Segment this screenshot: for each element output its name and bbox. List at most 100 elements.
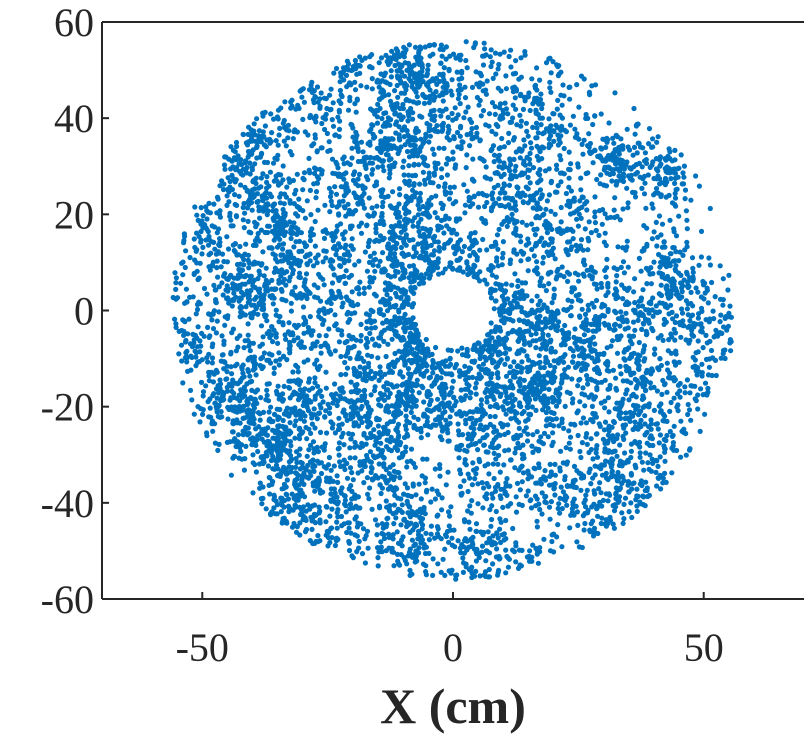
scatter-point bbox=[657, 292, 664, 298]
scatter-point bbox=[296, 452, 302, 458]
scatter-point bbox=[375, 446, 381, 452]
scatter-point bbox=[607, 517, 614, 523]
scatter-point bbox=[333, 132, 339, 138]
scatter-point bbox=[300, 187, 306, 193]
scatter-point bbox=[433, 422, 439, 428]
scatter-point bbox=[602, 211, 608, 217]
scatter-point bbox=[322, 126, 328, 133]
scatter-point bbox=[299, 248, 305, 254]
scatter-point bbox=[242, 338, 248, 344]
scatter-point bbox=[196, 275, 202, 281]
scatter-point bbox=[517, 155, 523, 161]
scatter-point bbox=[243, 443, 249, 449]
scatter-point bbox=[336, 339, 342, 345]
scatter-point bbox=[463, 57, 469, 64]
scatter-point bbox=[536, 501, 542, 507]
scatter-point bbox=[207, 210, 213, 216]
scatter-point bbox=[588, 230, 595, 236]
scatter-point bbox=[628, 472, 635, 478]
scatter-point bbox=[321, 447, 327, 453]
scatter-point bbox=[350, 408, 356, 415]
scatter-point bbox=[390, 532, 396, 538]
scatter-point bbox=[629, 514, 635, 521]
scatter-point bbox=[450, 378, 456, 384]
scatter-point bbox=[350, 177, 357, 183]
scatter-point bbox=[281, 201, 287, 207]
scatter-point bbox=[322, 414, 328, 420]
scatter-point bbox=[455, 112, 461, 118]
scatter-point bbox=[290, 369, 296, 375]
scatter-point bbox=[235, 344, 241, 350]
scatter-point bbox=[260, 334, 266, 340]
scatter-point bbox=[545, 332, 551, 338]
scatter-point bbox=[486, 111, 493, 117]
scatter-point bbox=[726, 272, 732, 278]
scatter-point bbox=[578, 487, 584, 493]
scatter-point bbox=[461, 182, 467, 188]
scatter-point bbox=[648, 468, 655, 474]
scatter-point bbox=[375, 475, 381, 481]
scatter-point bbox=[617, 157, 623, 163]
scatter-point bbox=[211, 239, 217, 245]
scatter-point bbox=[275, 142, 281, 148]
scatter-point bbox=[631, 164, 637, 170]
scatter-point bbox=[374, 203, 380, 209]
scatter-point bbox=[374, 545, 381, 551]
scatter-point bbox=[624, 287, 631, 293]
scatter-point bbox=[627, 176, 633, 182]
scatter-point bbox=[639, 396, 646, 402]
scatter-point bbox=[291, 255, 297, 261]
scatter-point bbox=[307, 187, 313, 193]
scatter-point bbox=[404, 464, 410, 470]
scatter-point bbox=[407, 330, 414, 336]
scatter-point bbox=[457, 133, 463, 139]
scatter-point bbox=[625, 205, 631, 211]
scatter-point bbox=[222, 271, 228, 277]
scatter-point bbox=[464, 448, 470, 454]
scatter-point bbox=[675, 382, 682, 388]
scatter-point bbox=[238, 387, 244, 393]
scatter-point bbox=[583, 420, 590, 426]
scatter-point bbox=[412, 44, 419, 50]
scatter-point bbox=[545, 396, 552, 402]
scatter-point bbox=[423, 530, 429, 536]
scatter-point bbox=[326, 185, 332, 191]
scatter-point bbox=[368, 368, 374, 374]
scatter-point bbox=[590, 419, 596, 425]
scatter-point bbox=[397, 369, 403, 375]
scatter-point bbox=[342, 497, 348, 503]
scatter-point bbox=[720, 347, 727, 354]
scatter-point bbox=[280, 397, 286, 403]
scatter-point bbox=[517, 112, 523, 118]
scatter-point bbox=[307, 314, 313, 320]
scatter-point bbox=[441, 145, 447, 151]
scatter-point bbox=[312, 380, 318, 386]
scatter-point bbox=[375, 263, 381, 269]
scatter-point bbox=[345, 201, 351, 207]
scatter-point bbox=[377, 233, 384, 239]
scatter-point bbox=[392, 314, 398, 320]
scatter-point bbox=[649, 201, 655, 207]
scatter-point bbox=[352, 262, 358, 268]
scatter-point bbox=[401, 73, 408, 79]
scatter-point bbox=[425, 62, 431, 68]
scatter-point bbox=[528, 140, 534, 146]
scatter-point bbox=[254, 144, 260, 150]
scatter-point bbox=[513, 163, 519, 169]
scatter-point bbox=[213, 287, 219, 293]
scatter-point bbox=[314, 260, 320, 266]
scatter-point bbox=[640, 374, 646, 380]
scatter-point bbox=[172, 316, 178, 322]
scatter-point bbox=[343, 371, 349, 377]
scatter-point bbox=[546, 504, 553, 510]
scatter-point bbox=[462, 202, 468, 208]
scatter-point bbox=[386, 175, 392, 181]
scatter-point bbox=[499, 532, 505, 538]
scatter-point bbox=[377, 258, 383, 264]
scatter-point bbox=[292, 435, 298, 441]
scatter-point bbox=[422, 511, 428, 517]
scatter-point bbox=[574, 468, 580, 474]
scatter-point bbox=[377, 96, 383, 102]
scatter-point bbox=[515, 185, 521, 191]
scatter-point bbox=[268, 457, 274, 464]
